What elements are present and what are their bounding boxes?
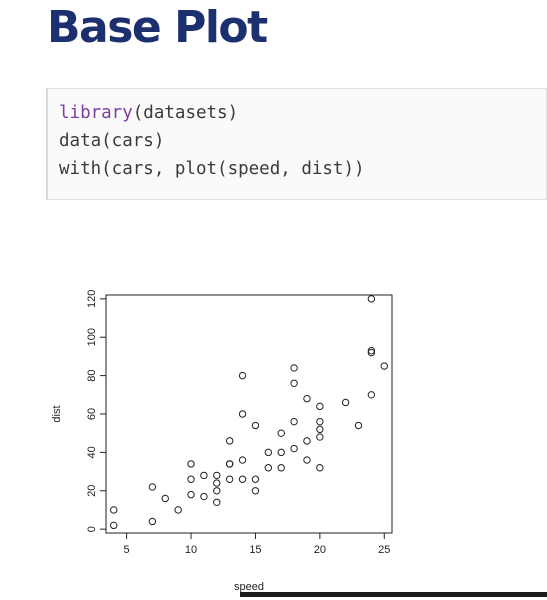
data-point-22 — [238, 371, 247, 380]
data-point-47 — [367, 346, 376, 355]
y-axis-label: dist — [51, 405, 63, 422]
x-tick-label-4: 25 — [378, 544, 390, 556]
data-point-20 — [238, 456, 247, 464]
data-point-40 — [316, 425, 324, 434]
data-point-44 — [354, 421, 363, 430]
x-tick-label-0: 5 — [124, 544, 130, 556]
data-point-11 — [213, 498, 221, 506]
x-axis: 5 10 15 20 25 — [124, 532, 390, 556]
data-point-9 — [200, 492, 208, 501]
y-tick-label-5: 100 — [86, 328, 98, 346]
data-point-21 — [238, 410, 247, 418]
code-line-2: data(cars) — [59, 131, 165, 151]
data-point-7 — [187, 475, 195, 483]
code-line-1: library(datasets) — [59, 99, 546, 127]
data-point-2 — [148, 517, 157, 526]
code-keyword-library: library — [59, 103, 133, 123]
y-tick-label-3: 60 — [86, 408, 98, 420]
data-point-6 — [187, 490, 195, 499]
data-point-23 — [251, 487, 260, 495]
data-point-42 — [316, 402, 324, 411]
data-point-49 — [380, 362, 388, 370]
data-point-29 — [277, 448, 285, 457]
x-tick-label-1: 10 — [185, 544, 197, 556]
plot-frame — [105, 294, 393, 534]
y-tick-label-6: 120 — [86, 290, 98, 308]
x-axis-label: speed — [234, 581, 264, 593]
data-point-26 — [264, 464, 273, 472]
data-point-14 — [213, 471, 221, 480]
data-point-32 — [290, 417, 298, 426]
data-point-5 — [174, 506, 182, 514]
data-point-43 — [341, 398, 350, 407]
data-point-13 — [213, 479, 221, 487]
data-point-46 — [367, 348, 376, 357]
data-point-25 — [251, 421, 260, 430]
data-point-8 — [187, 460, 195, 468]
slide-title: Base Plot — [47, 2, 268, 53]
data-point-28 — [277, 464, 285, 472]
code-args: (datasets) — [132, 103, 239, 123]
data-point-18 — [225, 437, 234, 445]
data-points — [110, 295, 388, 530]
data-point-0 — [110, 521, 118, 530]
data-point-17 — [225, 460, 234, 468]
data-point-39 — [316, 433, 324, 441]
data-point-19 — [238, 475, 247, 483]
data-point-24 — [251, 475, 260, 483]
data-point-34 — [290, 364, 298, 372]
video-control-bar — [240, 592, 547, 597]
data-point-36 — [303, 437, 311, 445]
data-point-3 — [148, 483, 157, 491]
data-point-38 — [316, 464, 324, 472]
y-tick-label-1: 20 — [86, 485, 98, 497]
code-block: library(datasets) data(cars) with(cars, … — [46, 88, 547, 200]
data-point-15 — [225, 475, 234, 483]
y-axis: 0 20 40 60 80 100 120 — [86, 290, 107, 532]
data-point-27 — [264, 448, 273, 457]
data-point-4 — [161, 494, 169, 503]
data-point-45 — [367, 391, 376, 399]
data-point-33 — [290, 379, 298, 387]
data-point-35 — [303, 456, 311, 464]
code-line-3: with(cars, plot(speed, dist)) — [59, 159, 365, 179]
x-tick-label-3: 20 — [314, 544, 326, 556]
y-tick-label-4: 80 — [86, 369, 98, 381]
data-point-30 — [277, 429, 285, 437]
data-point-37 — [303, 394, 311, 403]
data-point-48 — [367, 295, 376, 303]
data-point-12 — [213, 487, 221, 495]
data-point-41 — [316, 417, 324, 426]
y-tick-label-0: 0 — [86, 526, 98, 532]
data-point-1 — [110, 506, 118, 514]
data-point-10 — [200, 471, 208, 480]
y-tick-label-2: 40 — [86, 446, 98, 458]
x-tick-label-2: 15 — [249, 544, 261, 556]
data-point-31 — [290, 444, 298, 453]
scatter-plot: 5 10 15 20 25 0 20 40 60 80 100 120 speed dist — [51, 290, 393, 593]
